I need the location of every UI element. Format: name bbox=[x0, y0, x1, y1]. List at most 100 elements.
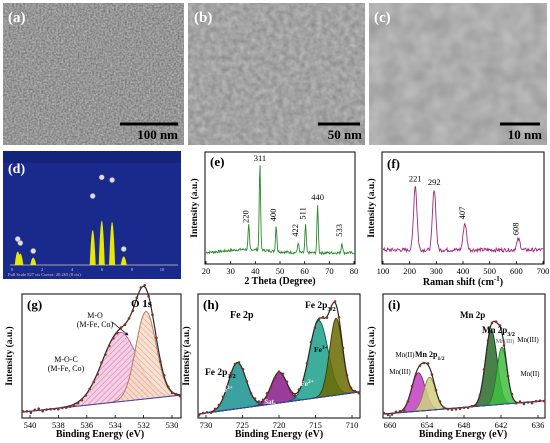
xps-data-point-i bbox=[446, 407, 450, 411]
xps-data-point-h bbox=[213, 407, 217, 411]
xps-data-point-i bbox=[418, 364, 422, 368]
raman-tick-label: 400 bbox=[457, 266, 470, 276]
xrd-peak-label: 422 bbox=[290, 224, 300, 237]
xrd-ylabel: Intensity (a.u.) bbox=[189, 178, 200, 237]
xps-data-point-g bbox=[64, 406, 68, 409]
xps-data-point-h bbox=[317, 318, 321, 321]
xps-data-point-h bbox=[321, 315, 325, 319]
xps-data-point-i bbox=[410, 385, 414, 388]
xps-data-point-h bbox=[341, 346, 345, 350]
xps-data-point-i bbox=[498, 324, 502, 327]
mn2p-title: Mn 2p bbox=[460, 310, 485, 320]
xps-data-point-i bbox=[502, 344, 506, 347]
eds-peak-marker bbox=[14, 236, 21, 242]
fe-tick-label: 720 bbox=[273, 420, 286, 430]
xps-data-point-i bbox=[414, 372, 418, 376]
o1s-ann-moc-sub: (M-Fe, Co) bbox=[48, 364, 85, 373]
xps-data-point-i bbox=[382, 411, 386, 415]
xps-data-point-h bbox=[265, 392, 269, 395]
xps-data-point-h bbox=[297, 388, 301, 391]
mn-tick-label: 642 bbox=[495, 420, 508, 430]
xps-data-point-i bbox=[390, 413, 394, 416]
xrd-tick-label: 50 bbox=[276, 266, 285, 276]
raman-tick-label: 100 bbox=[377, 266, 390, 276]
xps-data-point-g bbox=[68, 405, 72, 408]
xps-data-point-g bbox=[127, 317, 131, 320]
mn2-label-a: Mn(II) bbox=[395, 351, 415, 359]
xps-baseline-h bbox=[198, 391, 360, 415]
xps-data-point-g bbox=[29, 411, 33, 415]
xps-data-point-h bbox=[353, 389, 357, 393]
o1s-tick-label: 536 bbox=[80, 420, 93, 430]
fe-tick-label: 730 bbox=[200, 420, 213, 430]
xps-mn2p-panel-i: (i) Intensity (a.u.) Mn 2p Mn 2p3/2 Mn 2… bbox=[366, 293, 546, 440]
xps-data-point-g bbox=[84, 394, 88, 397]
xps-data-point-g bbox=[151, 313, 154, 317]
xps-data-point-g bbox=[88, 387, 91, 391]
panel-d-label: (d) bbox=[8, 162, 25, 177]
o1s-ann-mo: M-O bbox=[87, 311, 103, 320]
mn-tick-label: 636 bbox=[532, 420, 545, 430]
xps-data-point-i bbox=[442, 406, 446, 410]
xps-data-point-g bbox=[57, 407, 60, 411]
o1s-ann-moc: M-O-C bbox=[54, 355, 78, 364]
eds-peak-marker bbox=[30, 248, 37, 254]
xps-data-point-i bbox=[394, 410, 398, 414]
xrd-tick-label: 70 bbox=[325, 266, 334, 276]
xps-data-point-h bbox=[305, 361, 309, 365]
xps-data-point-g bbox=[178, 394, 182, 398]
eds-peak bbox=[30, 257, 37, 265]
xps-data-point-i bbox=[486, 339, 490, 342]
mn3-label-a: Mn(III) bbox=[389, 368, 411, 376]
panel-a-label: (a) bbox=[8, 10, 26, 26]
xps-data-point-g bbox=[166, 385, 170, 389]
o1s-xlabel: Binding Energy (eV) bbox=[56, 429, 144, 440]
xps-data-point-i bbox=[470, 404, 474, 408]
raman-peak-label: 292 bbox=[428, 177, 441, 187]
xrd-tick-label: 80 bbox=[350, 266, 359, 276]
xps-data-point-g bbox=[139, 286, 143, 289]
raman-ylabel: Intensity (a.u.) bbox=[366, 178, 377, 237]
xps-data-point-i bbox=[522, 402, 526, 406]
xps-data-point-g bbox=[100, 361, 103, 364]
raman-xlabel: Raman shift (cm-1) bbox=[423, 275, 503, 288]
xps-data-point-h bbox=[285, 380, 289, 384]
xps-data-point-g bbox=[72, 404, 76, 407]
xps-data-point-h bbox=[261, 398, 265, 402]
panel-g-label: (g) bbox=[27, 297, 42, 312]
xps-data-point-h bbox=[229, 371, 233, 375]
fe-tick-label: 725 bbox=[236, 420, 249, 430]
mn-tick-label: 648 bbox=[458, 420, 471, 430]
panel-f-label: (f) bbox=[387, 156, 400, 171]
xps-fe2p-panel-h: (h) Intensity (a.u.) Fe 2p Fe 2p3/2 Fe 2… bbox=[181, 293, 361, 440]
xps-data-point-i bbox=[490, 321, 494, 325]
xps-data-point-g bbox=[163, 374, 166, 377]
xps-data-point-i bbox=[458, 407, 462, 411]
eds-peak-marker bbox=[120, 246, 127, 252]
xps-data-point-i bbox=[438, 400, 442, 403]
xps-data-point-h bbox=[277, 370, 281, 374]
fe2p-12-label: Fe 2p1/2 bbox=[205, 368, 236, 380]
xps-data-point-h bbox=[333, 300, 337, 303]
scale-label-b: 50 nm bbox=[328, 127, 362, 142]
raman-tick-label: 500 bbox=[483, 266, 496, 276]
xps-data-point-g bbox=[45, 408, 48, 411]
xps-data-point-i bbox=[538, 399, 542, 403]
eds-tick-label: 4 bbox=[71, 267, 74, 272]
xps-data-point-i bbox=[386, 413, 390, 417]
raman-curve bbox=[382, 185, 544, 254]
xps-data-point-h bbox=[237, 361, 241, 364]
xps-data-point-h bbox=[357, 391, 361, 395]
xps-data-point-g bbox=[96, 372, 99, 376]
xps-data-point-h bbox=[197, 413, 201, 417]
xps-data-point-h bbox=[301, 379, 305, 383]
mn-tick-label: 654 bbox=[421, 420, 435, 430]
xrd-peak-label: 220 bbox=[241, 210, 251, 223]
o1s-ann-mo-sub: (M-Fe, Co) bbox=[77, 320, 114, 329]
xps-data-point-h bbox=[345, 373, 349, 377]
xps-data-point-h bbox=[241, 367, 245, 371]
xps-data-point-h bbox=[293, 393, 297, 397]
eds-peak-marker bbox=[89, 193, 96, 199]
eds-peak-marker bbox=[109, 177, 115, 183]
xps-data-point-h bbox=[309, 340, 313, 344]
